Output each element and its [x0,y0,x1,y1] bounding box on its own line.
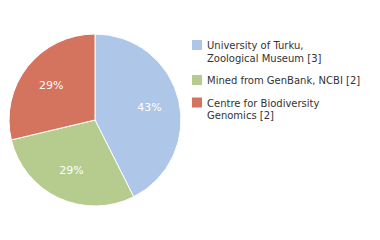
legend-swatch [192,75,202,85]
legend: University of Turku, Zoological Museum [3… [192,40,360,121]
chart-container: 43% 29% 29% University of Turku, Zoological … [0,0,380,240]
legend-label: University of Turku, Zoological Museum [3… [207,40,322,64]
data-label: 43% [137,101,161,114]
data-label: 29% [39,79,63,92]
pie-slice [9,34,95,140]
legend-swatch [192,40,202,50]
pie [9,34,181,206]
chart: 43% 29% 29% University of Turku, Zoological … [0,0,380,240]
legend-label: Mined from GenBank, NCBI [2] [207,75,360,86]
legend-label-line: University of Turku, [207,40,303,51]
legend-label-line: Mined from GenBank, NCBI [2] [207,75,360,86]
legend-label-line: Genomics [2] [207,110,274,121]
data-label: 29% [59,164,83,177]
legend-label-line: Zoological Museum [3] [207,53,322,64]
legend-label: Centre for BiodiversityGenomics [2] [207,98,320,122]
legend-item: University of Turku, Zoological Museum [3… [192,40,322,64]
legend-item: Mined from GenBank, NCBI [2] [192,75,360,86]
page: {"chart_data": {"type": "pie", "categori… [0,0,380,240]
legend-swatch [192,98,202,108]
data-labels: 43% 29% 29% [39,79,162,177]
legend-label-line: Centre for Biodiversity [207,98,320,109]
legend-item: Centre for BiodiversityGenomics [2] [192,98,320,122]
